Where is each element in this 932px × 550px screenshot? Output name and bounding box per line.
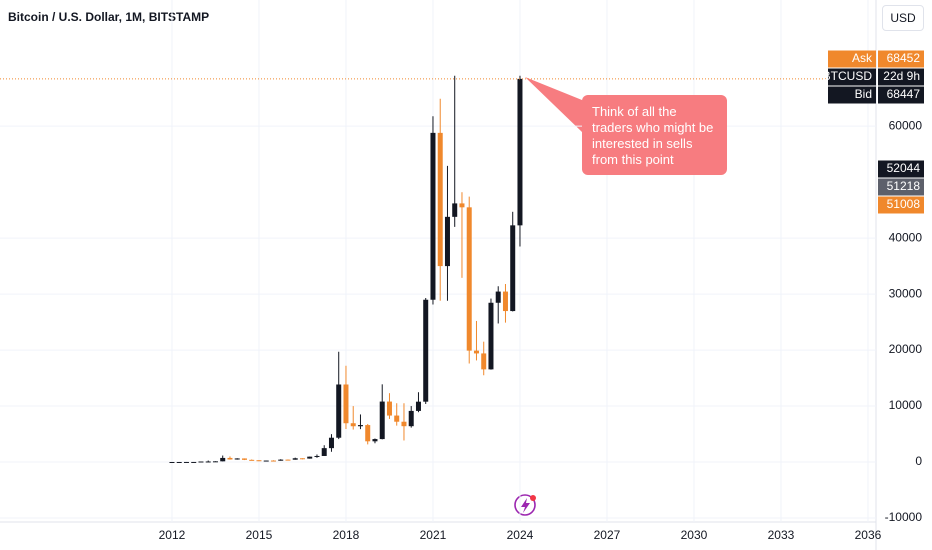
candle-body [227,457,233,460]
price-tag-value: 68452 [887,51,921,65]
price-tag-value-bg [878,86,924,104]
price-tag-name: BTCUSD [823,69,873,83]
candle-body [437,132,443,267]
candle-body [285,459,291,461]
candle-body [394,415,400,422]
price-tag-value: 22d 9h [883,69,920,83]
x-tick-label: 2036 [855,528,882,542]
candle-body [502,291,508,312]
candle-body [430,132,436,300]
candle-body [386,401,392,416]
candle-body [299,458,305,460]
candle-body [466,207,472,351]
candle-body [357,425,363,427]
y-tick-label: 60000 [889,118,923,132]
candle-body [205,461,211,463]
candle-body [278,459,284,461]
candle-body [321,448,327,456]
candle-body [459,203,465,208]
candle-body [336,384,342,438]
candle-body [314,455,320,457]
candle-body [256,460,262,462]
scale-tag: 51218 [887,179,921,193]
candle-body [495,291,501,303]
candle-body [198,461,204,463]
candle-body [191,461,197,463]
callout-pointer [525,77,582,132]
lightning-icon [514,494,536,516]
scale-tag: 51008 [887,197,921,211]
candle-body [423,299,429,402]
price-tag-value: 68447 [887,87,921,101]
scale-tag-bg [878,196,924,214]
x-tick-label: 2018 [333,528,360,542]
scale-tag-bg [878,178,924,196]
candle-body [488,302,494,370]
scale-tag: 52044 [887,161,921,175]
currency-button[interactable]: USD [882,5,924,31]
callout: Think of all the traders who might be in… [582,95,727,175]
candle-body [473,350,479,354]
candle-body [510,225,516,312]
candle-body [249,459,255,461]
candle-body [307,456,313,459]
candle-body [365,425,371,442]
price-tag-value-bg [878,50,924,68]
candle-body [270,460,276,462]
candle-body [481,353,487,370]
x-tick-label: 2030 [681,528,708,542]
chart-title: Bitcoin / U.S. Dollar, 1M, BITSTAMP [8,10,209,24]
y-tick-label: -10000 [885,510,923,524]
y-tick-label: 40000 [889,230,923,244]
candle-body [401,421,407,427]
candle-body [350,423,356,427]
y-tick-label: 10000 [889,398,923,412]
x-tick-label: 2033 [768,528,795,542]
candle-body [220,457,226,462]
price-tag-name: Bid [855,87,872,101]
x-tick-label: 2021 [420,528,447,542]
candle-body [176,461,182,463]
price-tag-name-bg [828,68,876,86]
candle-body [452,203,458,217]
x-tick-label: 2012 [159,528,186,542]
candle-body [343,384,349,424]
candle-body [415,401,421,411]
candle-body [408,410,414,427]
candle-body [241,458,247,460]
price-tag-name: Ask [852,51,873,65]
candle-body [263,460,269,462]
y-tick-label: 0 [915,454,922,468]
candle-body [379,401,385,440]
candle-body [517,78,523,226]
candle-body [212,461,218,463]
y-tick-label: 30000 [889,286,923,300]
x-tick-label: 2024 [507,528,534,542]
candle-body [372,439,378,442]
price-tag-value-bg [878,68,924,86]
x-tick-label: 2027 [594,528,621,542]
candle-body [234,458,240,460]
x-tick-label: 2015 [246,528,273,542]
candle-body [169,461,175,463]
price-tag-name-bg [828,86,876,104]
candle-body [292,458,298,460]
candle-body [444,216,450,267]
y-tick-label: 20000 [889,342,923,356]
candle-body [328,437,334,449]
price-tag-name-bg [828,50,876,68]
scale-tag-bg [878,160,924,178]
candle-body [183,461,189,463]
